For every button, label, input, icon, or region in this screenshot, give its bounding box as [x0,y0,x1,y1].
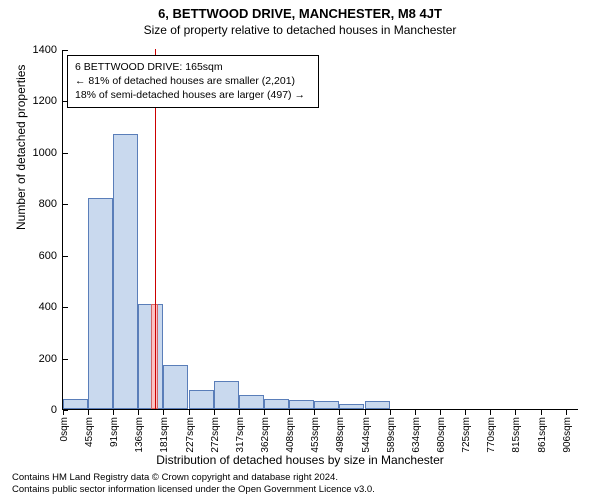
x-tick-mark [314,410,315,415]
x-tick-mark [541,410,542,415]
x-tick-label: 680sqm [436,417,447,453]
x-tick-label: 408sqm [285,417,296,453]
y-tick-label: 1000 [33,147,63,159]
x-tick-mark [440,410,441,415]
x-tick-mark [339,410,340,415]
footer: Contains HM Land Registry data © Crown c… [12,472,375,496]
histogram-bar [163,365,188,409]
y-tick-label: 1200 [33,95,63,107]
x-tick-label: 544sqm [361,417,372,453]
y-tick-mark [63,256,68,257]
x-tick-label: 272sqm [210,417,221,453]
histogram-bar [214,381,239,409]
histogram-bar [264,399,289,409]
x-tick-label: 227sqm [185,417,196,453]
x-tick-label: 362sqm [260,417,271,453]
x-tick-label: 589sqm [386,417,397,453]
histogram-bar [63,399,88,409]
footer-line-2: Contains public sector information licen… [12,484,375,496]
y-tick-mark [63,204,68,205]
x-tick-mark [214,410,215,415]
histogram-bar [113,134,138,409]
x-tick-label: 634sqm [411,417,422,453]
x-tick-mark [163,410,164,415]
y-tick-mark [63,359,68,360]
y-tick-mark [63,50,68,51]
x-tick-mark [189,410,190,415]
histogram-bar [88,198,113,409]
infobox-line-1: 6 BETTWOOD DRIVE: 165sqm [75,60,311,74]
y-axis-label: Number of detached properties [14,65,28,230]
x-tick-mark [138,410,139,415]
x-tick-mark [365,410,366,415]
info-box: 6 BETTWOOD DRIVE: 165sqm ← 81% of detach… [67,55,319,108]
y-tick-label: 200 [39,353,63,365]
x-tick-label: 91sqm [109,417,120,447]
x-tick-label: 317sqm [235,417,246,453]
x-axis-label: Distribution of detached houses by size … [0,453,600,467]
chart-title: 6, BETTWOOD DRIVE, MANCHESTER, M8 4JT [0,0,600,21]
x-tick-label: 136sqm [134,417,145,453]
infobox-line-2: ← 81% of detached houses are smaller (2,… [75,74,311,88]
infobox-line-3: 18% of semi-detached houses are larger (… [75,88,311,102]
x-tick-label: 815sqm [511,417,522,453]
y-tick-mark [63,153,68,154]
y-tick-label: 800 [39,198,63,210]
x-tick-mark [63,410,64,415]
x-tick-mark [415,410,416,415]
x-tick-label: 0sqm [59,417,70,441]
x-tick-mark [113,410,114,415]
x-tick-label: 861sqm [537,417,548,453]
x-tick-mark [88,410,89,415]
y-tick-label: 600 [39,250,63,262]
x-tick-mark [239,410,240,415]
histogram-bar [339,404,364,409]
chart-subtitle: Size of property relative to detached ho… [0,21,600,37]
x-tick-label: 498sqm [335,417,346,453]
x-tick-mark [264,410,265,415]
x-tick-label: 906sqm [562,417,573,453]
x-tick-mark [465,410,466,415]
x-tick-label: 181sqm [159,417,170,453]
x-tick-mark [566,410,567,415]
page: { "title": "6, BETTWOOD DRIVE, MANCHESTE… [0,0,600,500]
x-tick-label: 725sqm [461,417,472,453]
x-tick-label: 770sqm [486,417,497,453]
histogram-bar [289,400,314,409]
histogram-bar [314,401,339,409]
histogram-bar [189,390,214,409]
y-tick-mark [63,307,68,308]
histogram-bar [239,395,264,409]
x-tick-mark [515,410,516,415]
x-tick-label: 453sqm [310,417,321,453]
x-tick-mark [289,410,290,415]
y-tick-label: 0 [51,404,63,416]
x-tick-mark [390,410,391,415]
x-tick-mark [490,410,491,415]
footer-line-1: Contains HM Land Registry data © Crown c… [12,472,375,484]
y-tick-label: 400 [39,301,63,313]
x-tick-label: 45sqm [84,417,95,447]
y-tick-label: 1400 [33,44,63,56]
histogram-bar [365,401,390,409]
